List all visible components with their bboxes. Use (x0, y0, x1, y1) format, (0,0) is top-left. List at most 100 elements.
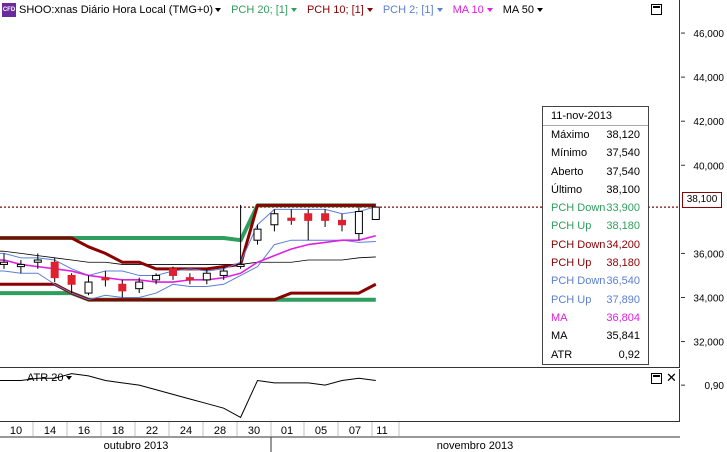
data-window-row: MA 36,804 (543, 309, 648, 327)
price-tick-label: 36,000 (693, 249, 724, 260)
day-label: 14 (44, 425, 56, 437)
data-window-label: MA (551, 330, 568, 343)
data-window-date: 11-nov-2013 (543, 107, 648, 126)
price-axis[interactable]: 46,000 44,000 42,000 40,000 36,000 34,000 32,0… (681, 0, 727, 422)
day-label: 24 (180, 425, 192, 437)
price-chart[interactable] (0, 0, 680, 368)
close-atr-panel-icon[interactable]: ✕ (666, 370, 677, 385)
data-window-row: PCH Up 38,180 (543, 217, 648, 235)
indicator-ma50[interactable]: MA 50 (503, 4, 543, 16)
price-tick-label: 32,000 (693, 338, 724, 349)
candle-body (67, 274, 76, 285)
atr-tick-label: 0,90 (705, 381, 725, 392)
day-label: 18 (112, 425, 124, 437)
candle-body (253, 228, 262, 241)
month-label: novembro 2013 (437, 440, 513, 452)
candle-body (84, 281, 93, 294)
data-window-row: Último 38,100 (543, 181, 648, 199)
minimize-main-panel-button[interactable] (651, 4, 662, 15)
data-window-label: Máximo (551, 129, 590, 141)
candle-body (169, 268, 177, 276)
atr-line (0, 373, 376, 419)
candle-body (33, 259, 42, 263)
data-window-value: 34,200 (606, 238, 640, 251)
candle-body (371, 206, 380, 220)
candle-body (236, 263, 245, 267)
data-window-value: 38,100 (606, 183, 640, 196)
candle-body (101, 277, 110, 281)
chevron-down-icon (486, 8, 493, 12)
data-window: 11-nov-2013 Máximo 38,120 Mínimo 37,540 Aber… (542, 106, 649, 365)
candle-body (202, 272, 211, 281)
pch2-lower-line (0, 239, 376, 301)
indicator-ma10-label: MA 10 (452, 4, 484, 16)
month-label: outubro 2013 (104, 440, 169, 452)
symbol-title[interactable]: SHOO:xnas Diário Hora Local (TMG+0) (19, 4, 222, 16)
chevron-down-icon (366, 8, 373, 12)
candle-body (152, 274, 161, 281)
candle-body (354, 211, 363, 235)
time-axis[interactable]: 10 14 16 18 22 24 28 30 01 05 07 11 outubro 2013 nove… (0, 422, 680, 452)
price-tick-label: 40,000 (693, 161, 724, 172)
data-window-value: 38,180 (606, 257, 640, 270)
data-window-row: PCH Down 36,540 (543, 272, 648, 290)
candle-body (135, 281, 144, 290)
candle-body (321, 213, 330, 221)
minimize-atr-panel-button[interactable] (651, 373, 662, 384)
last-price-tag: 38,100 (682, 192, 722, 208)
data-window-value: 37,890 (606, 293, 640, 306)
data-window-value: 38,120 (606, 129, 640, 141)
data-window-value: 36,804 (606, 311, 640, 324)
price-tick-label: 34,000 (693, 293, 724, 304)
data-window-value: 37,540 (606, 165, 640, 178)
candle-body (219, 270, 228, 276)
atr-panel[interactable]: ATR 20 ✕ (0, 369, 680, 422)
data-window-label: PCH Down (551, 238, 606, 251)
data-window-value: 37,540 (606, 147, 640, 160)
data-window-row: Aberto 37,540 (543, 163, 648, 181)
indicator-pch2[interactable]: PCH 2; [1] (383, 4, 443, 16)
atr-chart[interactable] (0, 369, 680, 422)
data-window-value: 33,900 (606, 202, 640, 215)
chart-legend: CFD SHOO:xnas Diário Hora Local (TMG+0) … (0, 1, 543, 19)
price-axis-labels: 46,000 44,000 42,000 40,000 36,000 34,000 32,0… (681, 29, 725, 392)
day-label: 16 (78, 425, 90, 437)
chevron-down-icon (290, 8, 297, 12)
cfd-badge: CFD (2, 3, 16, 17)
pch2-upper-line (0, 206, 376, 276)
candle-body (304, 213, 313, 221)
indicator-pch10-label: PCH 10; [1] (306, 4, 364, 16)
data-window-row: PCH Up 38,180 (543, 254, 648, 272)
symbol-dropdown-icon (215, 8, 222, 12)
data-window-row: PCH Up 37,890 (543, 291, 648, 309)
day-label: 05 (315, 425, 327, 437)
candle-body (118, 283, 127, 292)
data-window-label: Último (551, 183, 583, 196)
chevron-down-icon (536, 8, 543, 12)
atr-indicator-label[interactable]: ATR 20 (27, 372, 73, 384)
data-window-value: 36,540 (606, 275, 640, 288)
chevron-down-icon (66, 376, 73, 380)
data-window-label: ATR (551, 348, 573, 361)
atr-indicator-label-text: ATR 20 (27, 372, 64, 384)
data-window-label: MA (551, 311, 568, 324)
candle-body (50, 261, 59, 279)
data-window-row: PCH Down 33,900 (543, 199, 648, 217)
price-tick-label: 44,000 (693, 73, 724, 84)
day-label: 11 (376, 425, 387, 437)
candle-body (287, 217, 296, 221)
indicator-pch20[interactable]: PCH 20; [1] (231, 4, 297, 16)
candle-body (185, 277, 194, 281)
data-window-label: PCH Down (551, 202, 606, 215)
indicator-pch2-label: PCH 2; [1] (382, 4, 434, 16)
symbol-title-label: SHOO:xnas Diário Hora Local (TMG+0) (19, 4, 214, 16)
candle-body (270, 213, 279, 226)
indicator-ma10[interactable]: MA 10 (453, 4, 493, 16)
price-tick-label: 46,000 (693, 29, 724, 40)
data-window-value: 35,841 (606, 330, 640, 343)
data-window-rows: Máximo 38,120 Mínimo 37,540 Aberto 37,540 Últi… (543, 126, 648, 364)
main-chart-panel[interactable]: CFD SHOO:xnas Diário Hora Local (TMG+0) … (0, 0, 680, 368)
day-label: 28 (214, 425, 226, 437)
indicator-pch10[interactable]: PCH 10; [1] (307, 4, 373, 16)
day-label: 30 (248, 425, 260, 437)
